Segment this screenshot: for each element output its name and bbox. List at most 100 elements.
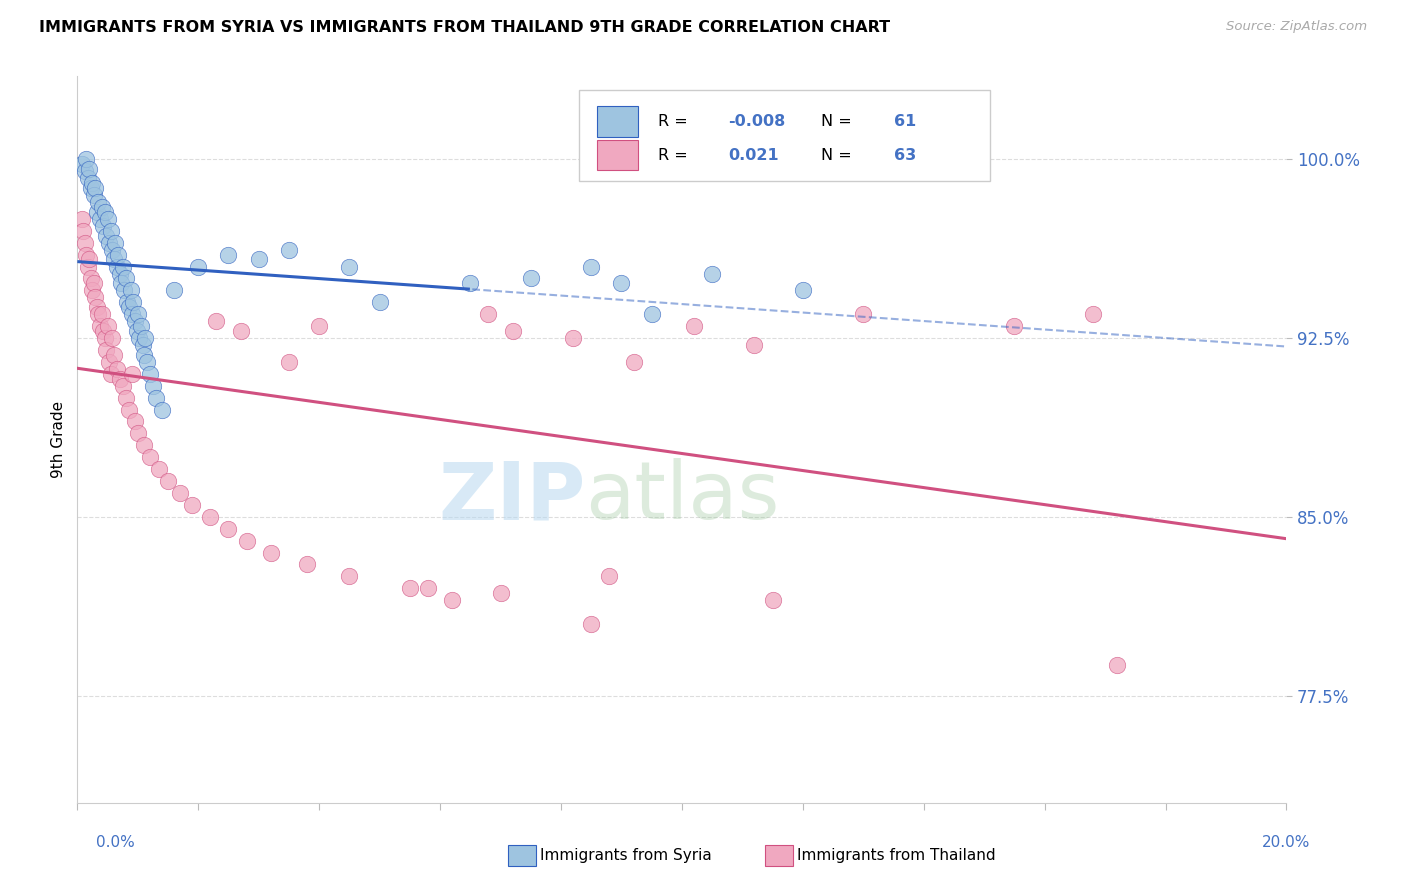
- Point: [139, 367, 162, 381]
- Text: ZIP: ZIP: [437, 458, 585, 536]
- Text: 63: 63: [894, 147, 915, 162]
- Point: [90, 200, 112, 214]
- Point: [70, 157, 93, 171]
- Point: [101, 331, 124, 345]
- Point: [124, 414, 146, 428]
- Point: [139, 450, 162, 465]
- Point: [97, 235, 120, 250]
- Point: [111, 378, 134, 392]
- Point: [121, 307, 143, 321]
- Point: [72, 224, 94, 238]
- Point: [131, 338, 153, 352]
- Point: [441, 593, 464, 607]
- Point: [702, 267, 724, 281]
- Text: 0.021: 0.021: [728, 147, 779, 162]
- Point: [87, 195, 110, 210]
- FancyBboxPatch shape: [579, 90, 990, 181]
- Point: [1081, 307, 1104, 321]
- FancyBboxPatch shape: [598, 140, 638, 170]
- Point: [91, 324, 114, 338]
- Text: N =: N =: [821, 147, 856, 162]
- Point: [75, 247, 97, 261]
- Point: [93, 204, 115, 219]
- Point: [477, 307, 499, 321]
- Point: [70, 211, 93, 226]
- Point: [105, 362, 128, 376]
- Point: [134, 331, 156, 345]
- Point: [163, 283, 186, 297]
- Point: [100, 367, 122, 381]
- Point: [581, 260, 603, 274]
- Point: [169, 486, 191, 500]
- Point: [247, 252, 270, 267]
- Point: [762, 593, 785, 607]
- Point: [260, 545, 283, 559]
- Point: [641, 307, 664, 321]
- Point: [562, 331, 585, 345]
- Point: [200, 509, 222, 524]
- Point: [115, 295, 138, 310]
- Point: [103, 348, 125, 362]
- Point: [82, 283, 104, 297]
- Point: [308, 319, 330, 334]
- Point: [683, 319, 706, 334]
- Point: [93, 331, 115, 345]
- Point: [520, 271, 543, 285]
- Point: [229, 324, 252, 338]
- Point: [127, 307, 149, 321]
- Text: 20.0%: 20.0%: [1263, 836, 1310, 850]
- Point: [79, 271, 101, 285]
- Point: [122, 295, 145, 310]
- Point: [295, 558, 318, 572]
- Text: 0.0%: 0.0%: [96, 836, 135, 850]
- Text: -0.008: -0.008: [728, 114, 785, 129]
- Point: [1107, 657, 1129, 672]
- Point: [1004, 319, 1026, 334]
- Point: [101, 243, 124, 257]
- Point: [218, 247, 240, 261]
- Point: [79, 161, 101, 176]
- Point: [368, 295, 391, 310]
- Point: [73, 235, 96, 250]
- Point: [792, 283, 814, 297]
- Point: [97, 355, 120, 369]
- Point: [581, 617, 603, 632]
- Text: IMMIGRANTS FROM SYRIA VS IMMIGRANTS FROM THAILAND 9TH GRADE CORRELATION CHART: IMMIGRANTS FROM SYRIA VS IMMIGRANTS FROM…: [39, 20, 890, 35]
- Point: [79, 252, 101, 267]
- Point: [157, 474, 180, 488]
- Point: [235, 533, 257, 548]
- Point: [82, 176, 104, 190]
- Point: [79, 181, 101, 195]
- Point: [416, 582, 439, 596]
- Point: [100, 224, 122, 238]
- Point: [77, 260, 100, 274]
- Point: [91, 219, 114, 233]
- Point: [181, 498, 204, 512]
- Point: [132, 348, 155, 362]
- Y-axis label: 9th Grade: 9th Grade: [51, 401, 66, 478]
- Point: [87, 307, 110, 321]
- Point: [127, 426, 149, 441]
- Point: [73, 164, 96, 178]
- Point: [744, 338, 766, 352]
- Text: R =: R =: [658, 147, 697, 162]
- Point: [77, 171, 100, 186]
- FancyBboxPatch shape: [598, 106, 638, 136]
- Point: [121, 367, 143, 381]
- Point: [489, 586, 512, 600]
- Point: [218, 522, 240, 536]
- Point: [114, 391, 136, 405]
- Point: [339, 260, 360, 274]
- Point: [103, 252, 125, 267]
- Point: [142, 378, 165, 392]
- Point: [399, 582, 422, 596]
- Point: [75, 153, 97, 167]
- Point: [86, 204, 108, 219]
- Point: [105, 260, 128, 274]
- Point: [852, 307, 875, 321]
- Point: [84, 181, 107, 195]
- Point: [150, 402, 173, 417]
- Point: [339, 569, 360, 583]
- Point: [108, 267, 131, 281]
- Text: R =: R =: [658, 114, 693, 129]
